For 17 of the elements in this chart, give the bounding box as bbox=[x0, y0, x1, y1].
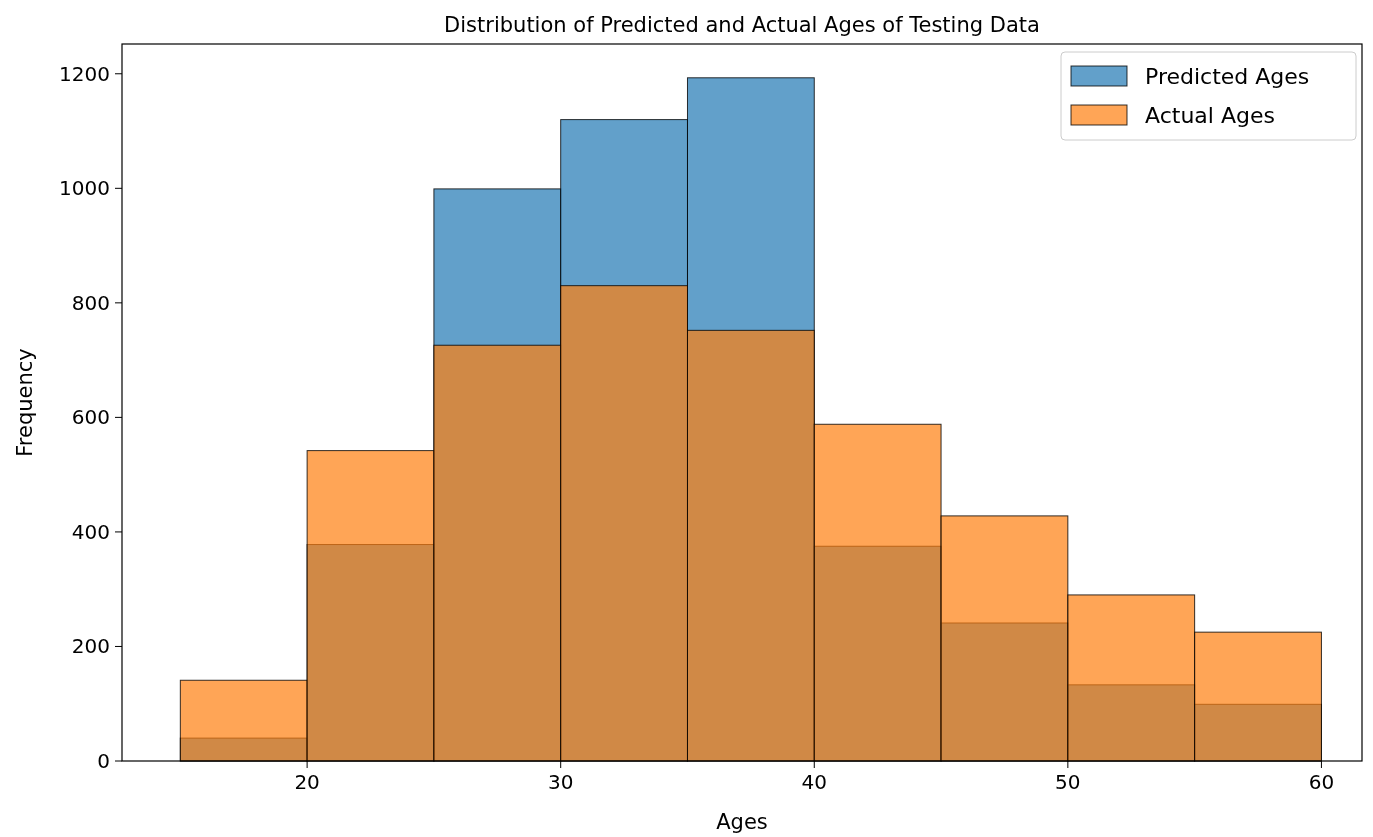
y-tick-label: 1000 bbox=[59, 176, 110, 201]
y-tick-label: 600 bbox=[71, 405, 110, 430]
legend-label: Actual Ages bbox=[1145, 103, 1275, 128]
x-tick-label: 60 bbox=[1308, 770, 1335, 794]
y-tick-label: 400 bbox=[71, 519, 110, 544]
y-axis-title: Frequency bbox=[13, 348, 37, 457]
x-tick-label: 30 bbox=[547, 770, 574, 794]
y-tick-label: 800 bbox=[71, 290, 110, 315]
x-tick-label: 40 bbox=[801, 770, 827, 794]
x-tick-label: 50 bbox=[1055, 770, 1081, 794]
chart-title: Distribution of Predicted and Actual Ages of Testing Data bbox=[444, 13, 1040, 37]
x-tick-label: 20 bbox=[294, 770, 320, 794]
legend-label: Predicted Ages bbox=[1145, 64, 1310, 89]
x-axis-title: Ages bbox=[716, 810, 768, 834]
y-tick-label: 1200 bbox=[59, 61, 110, 86]
y-tick-label: 0 bbox=[97, 749, 110, 773]
y-tick-label: 200 bbox=[71, 634, 110, 659]
